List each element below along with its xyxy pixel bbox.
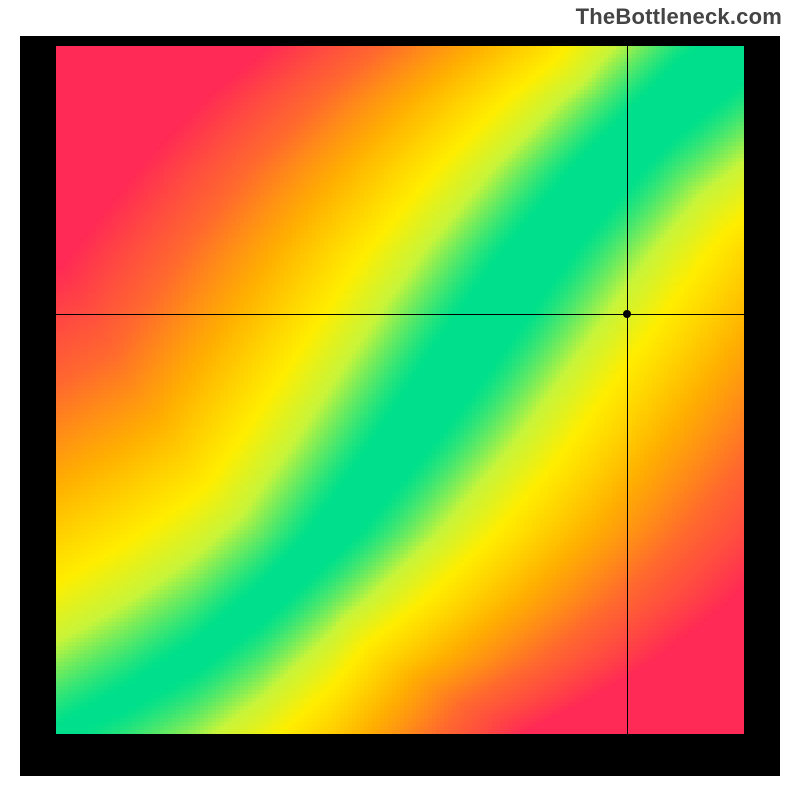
- plot-frame: [20, 36, 780, 776]
- crosshair-vertical: [627, 46, 628, 734]
- crosshair-horizontal: [56, 314, 744, 315]
- watermark-text: TheBottleneck.com: [576, 4, 782, 30]
- heatmap-canvas: [56, 46, 744, 734]
- crosshair-marker: [623, 310, 631, 318]
- chart-container: TheBottleneck.com: [0, 0, 800, 800]
- plot-area: [56, 46, 744, 734]
